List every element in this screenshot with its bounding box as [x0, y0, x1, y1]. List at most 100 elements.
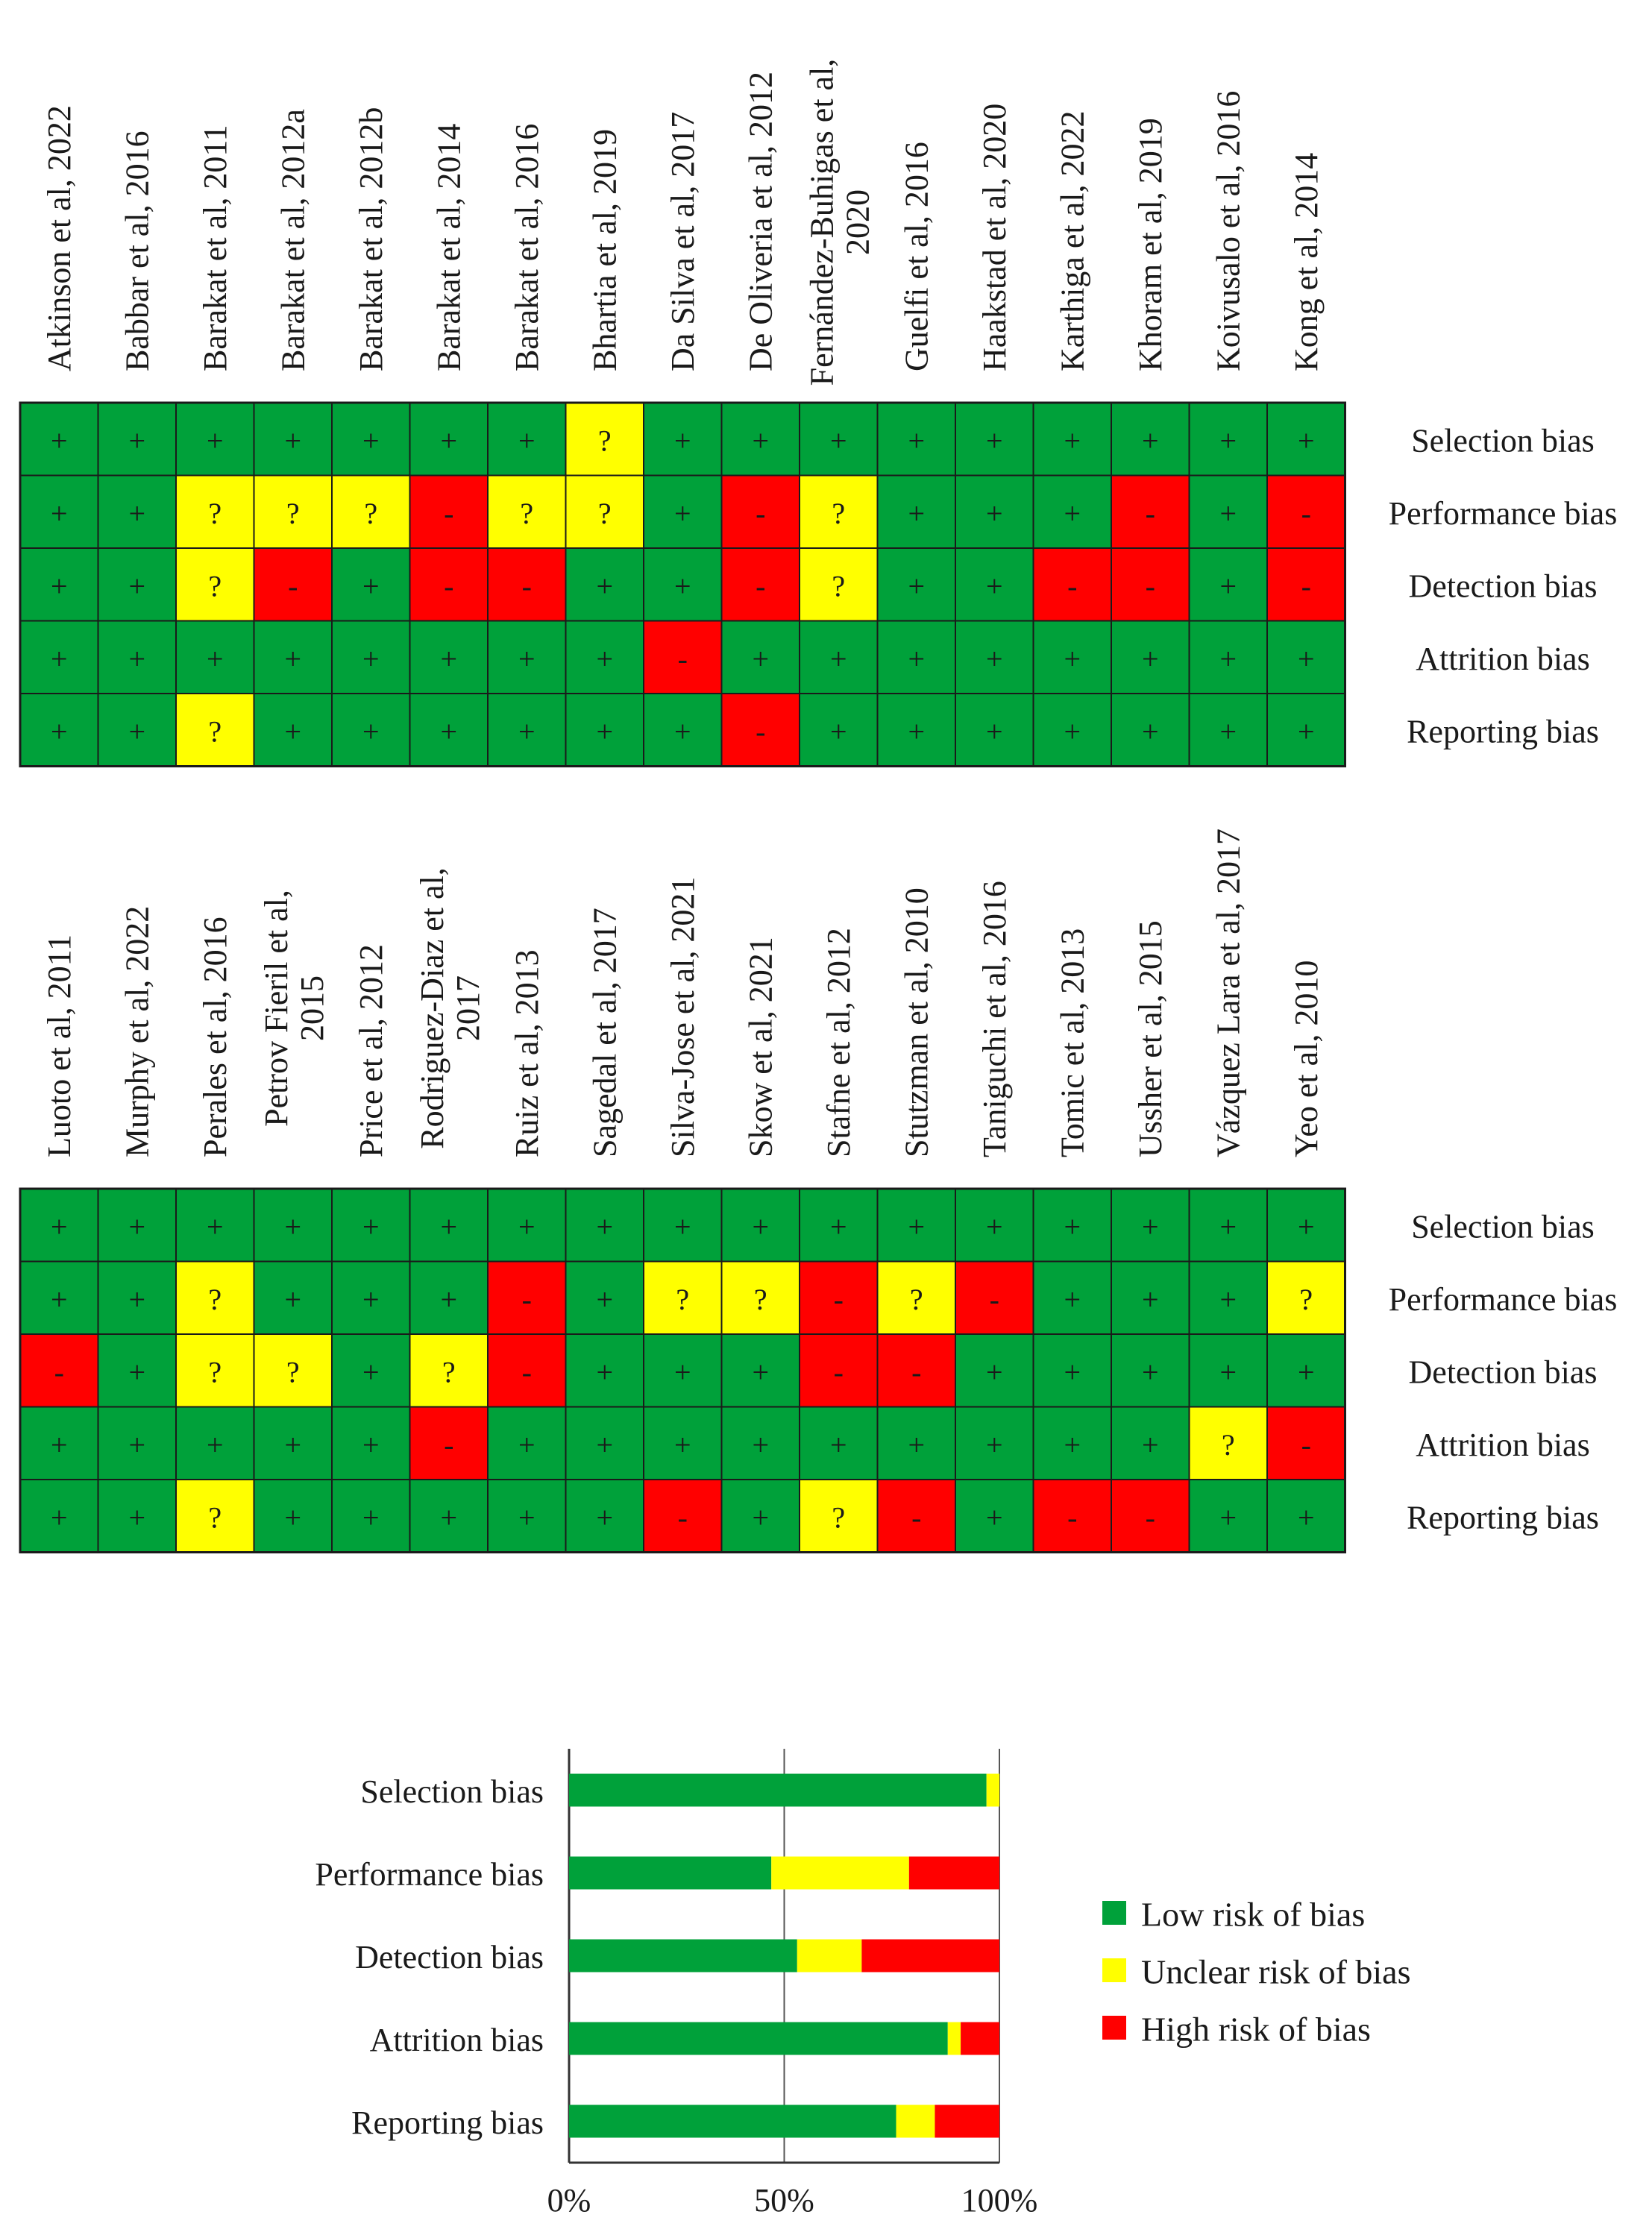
- rating-symbol: -: [1301, 569, 1311, 603]
- rating-symbol: +: [986, 569, 1003, 603]
- rating-cell-low: [1111, 693, 1190, 767]
- study-label: Karthiga et al, 2022: [1054, 111, 1090, 371]
- study-label: Barakat et al, 2016: [509, 124, 545, 371]
- rating-symbol: +: [986, 1500, 1003, 1534]
- rating-cell-low: [643, 693, 723, 767]
- rating-symbol: ?: [832, 1500, 845, 1534]
- rating-symbol: +: [1219, 497, 1237, 530]
- rating-symbol: -: [834, 1283, 844, 1316]
- study-label: Koivusalo et al, 2016: [1210, 91, 1246, 371]
- rating-symbol: +: [1219, 642, 1237, 676]
- rating-symbol: +: [207, 1428, 224, 1462]
- rating-cell-unclear: [799, 547, 879, 622]
- rating-cell-low: [565, 1406, 644, 1480]
- study-label: Skow et al, 2021: [742, 937, 779, 1157]
- study-label: Fernández-Buhigas et al,2020: [803, 59, 876, 386]
- rating-cell-low: [1266, 1333, 1346, 1408]
- rating-symbol: ?: [208, 1283, 222, 1316]
- rating-symbol: +: [1142, 1355, 1159, 1389]
- bar-high: [961, 2022, 999, 2055]
- study-label: Khoram et al, 2019: [1132, 118, 1169, 371]
- rating-symbol: ?: [208, 497, 222, 530]
- rating-symbol: -: [444, 1428, 453, 1462]
- rating-symbol: +: [986, 424, 1003, 457]
- rating-symbol: +: [908, 497, 925, 530]
- rating-symbol: -: [288, 569, 298, 603]
- bar-unclear: [947, 2022, 961, 2055]
- rating-cell-unclear: [643, 1260, 723, 1335]
- rating-cell-unclear: [565, 402, 644, 477]
- bar-unclear: [797, 1939, 862, 1972]
- rating-symbol: +: [1219, 569, 1237, 603]
- rating-symbol: ?: [208, 714, 222, 748]
- rating-symbol: +: [440, 1210, 457, 1243]
- rating-symbol: +: [51, 642, 68, 676]
- rating-symbol: -: [1067, 1500, 1077, 1534]
- rating-symbol: +: [674, 1210, 691, 1243]
- rating-cell-low: [97, 547, 177, 622]
- rating-symbol: +: [128, 1428, 145, 1462]
- rating-cell-high: [720, 693, 800, 767]
- rating-cell-low: [876, 402, 956, 477]
- rating-symbol: +: [908, 1428, 925, 1462]
- rating-cell-low: [565, 547, 644, 622]
- rating-symbol: +: [596, 642, 613, 676]
- rating-cell-high: [720, 474, 800, 549]
- rating-symbol: +: [1219, 1500, 1237, 1534]
- bar-category-label: Detection bias: [355, 1939, 544, 1975]
- rating-symbol: +: [1298, 1500, 1315, 1534]
- study-label: Barakat et al, 2011: [197, 125, 233, 371]
- rating-cell-low: [331, 693, 411, 767]
- study-label: Atkinson et al, 2022: [41, 105, 78, 371]
- rating-symbol: +: [440, 642, 457, 676]
- rating-cell-high: [1111, 547, 1190, 622]
- x-tick-label: 50%: [754, 2182, 814, 2219]
- rating-symbol: -: [756, 714, 765, 748]
- rating-cell-low: [799, 693, 879, 767]
- bias-row-label: Attrition bias: [1416, 1427, 1589, 1463]
- rating-cell-low: [1111, 1260, 1190, 1335]
- rating-cell-high: [1032, 547, 1112, 622]
- rating-symbol: +: [1142, 1428, 1159, 1462]
- rating-symbol: +: [128, 642, 145, 676]
- rating-symbol: +: [1064, 714, 1081, 748]
- rating-symbol: +: [1064, 1428, 1081, 1462]
- rating-symbol: +: [518, 424, 536, 457]
- study-label: Sagedal et al, 2017: [586, 908, 623, 1157]
- rating-cell-unclear: [253, 474, 333, 549]
- rating-symbol: +: [1142, 1210, 1159, 1243]
- rating-symbol: ?: [208, 569, 222, 603]
- rating-cell-low: [97, 620, 177, 694]
- rating-cell-low: [331, 620, 411, 694]
- rating-symbol: +: [1142, 424, 1159, 457]
- rating-symbol: ?: [442, 1355, 456, 1389]
- table-border: [19, 401, 1346, 767]
- rating-cell-low: [97, 1479, 177, 1553]
- rating-cell-high: [1032, 1479, 1112, 1553]
- rating-cell-unclear: [175, 1260, 255, 1335]
- rating-symbol: +: [1219, 714, 1237, 748]
- rating-cell-low: [409, 402, 489, 477]
- risk-table-1: Atkinson et al, 2022 Babbar et al, 2016 Ba…: [19, 59, 1617, 767]
- study-label: Yeo et al, 2010: [1288, 961, 1325, 1157]
- rating-symbol: ?: [598, 497, 612, 530]
- rating-symbol: +: [674, 1355, 691, 1389]
- study-label: Kong et al, 2014: [1288, 153, 1325, 371]
- x-tick-label: 100%: [961, 2182, 1038, 2219]
- rating-symbol: +: [596, 1283, 613, 1316]
- rating-cell-unclear: [175, 1333, 255, 1408]
- rating-cell-low: [955, 620, 1034, 694]
- rating-cell-low: [720, 620, 800, 694]
- rating-cell-low: [565, 1479, 644, 1553]
- study-label: Bhartia et al, 2019: [586, 129, 623, 371]
- bias-row-label: Selection bias: [1411, 422, 1595, 459]
- rating-cell-low: [331, 1333, 411, 1408]
- rating-symbol: +: [674, 1428, 691, 1462]
- rating-cell-low: [955, 693, 1034, 767]
- rating-symbol: +: [1142, 714, 1159, 748]
- rating-symbol: +: [752, 1210, 769, 1243]
- rating-cell-low: [1188, 547, 1268, 622]
- rating-cell-low: [1032, 1188, 1112, 1263]
- rating-symbol: +: [51, 1283, 68, 1316]
